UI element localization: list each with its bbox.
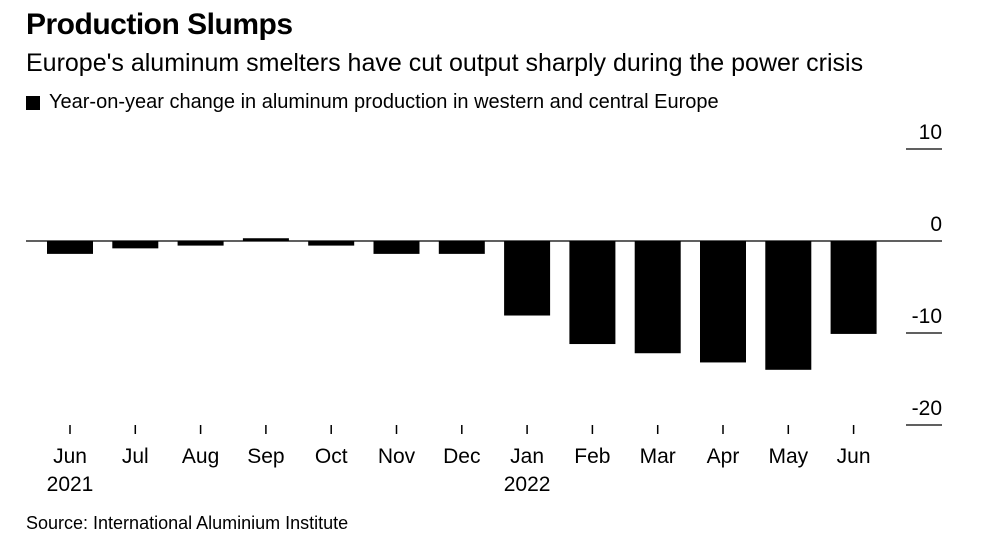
y-tick-label: -10 bbox=[912, 305, 942, 328]
x-tick-label: Jun bbox=[837, 445, 871, 468]
y-tick-label: 0 bbox=[930, 213, 942, 236]
x-tick-label: Jun bbox=[53, 445, 87, 468]
x-tick-label: Dec bbox=[443, 445, 480, 468]
x-year-label: 2021 bbox=[47, 473, 94, 496]
bar bbox=[438, 241, 485, 254]
x-tick-label: May bbox=[768, 445, 808, 468]
x-tick-label: Apr bbox=[707, 445, 740, 468]
legend-swatch bbox=[26, 95, 40, 110]
x-tick-label: Aug bbox=[182, 445, 219, 468]
x-tick-label: Nov bbox=[378, 445, 416, 468]
bar bbox=[47, 241, 93, 254]
x-tick-label: Jul bbox=[122, 445, 149, 468]
bar bbox=[634, 241, 681, 354]
chart-subtitle: Europe's aluminum smelters have cut outp… bbox=[26, 49, 864, 77]
x-tick-label: Mar bbox=[640, 445, 676, 468]
bar bbox=[830, 241, 877, 334]
y-tick-label: -20 bbox=[912, 397, 942, 420]
chart-title: Production Slumps bbox=[26, 8, 293, 41]
legend-label: Year-on-year change in aluminum producti… bbox=[49, 91, 719, 113]
x-tick-label: Feb bbox=[574, 445, 610, 468]
bar bbox=[373, 241, 420, 254]
legend: Year-on-year change in aluminum producti… bbox=[26, 91, 719, 114]
bar bbox=[177, 241, 224, 246]
x-tick-label: Sep bbox=[247, 445, 284, 468]
bar bbox=[569, 241, 616, 345]
bar bbox=[700, 241, 746, 363]
bar bbox=[112, 241, 159, 249]
bar bbox=[765, 241, 812, 370]
y-tick-label: 10 bbox=[919, 121, 942, 144]
x-year-label: 2022 bbox=[504, 473, 551, 496]
source-note: Source: International Aluminium Institut… bbox=[26, 513, 349, 533]
bar bbox=[308, 241, 355, 246]
bar bbox=[242, 238, 289, 241]
bar bbox=[504, 241, 551, 316]
x-tick-label: Oct bbox=[315, 445, 348, 468]
x-tick-label: Jan bbox=[510, 445, 544, 468]
